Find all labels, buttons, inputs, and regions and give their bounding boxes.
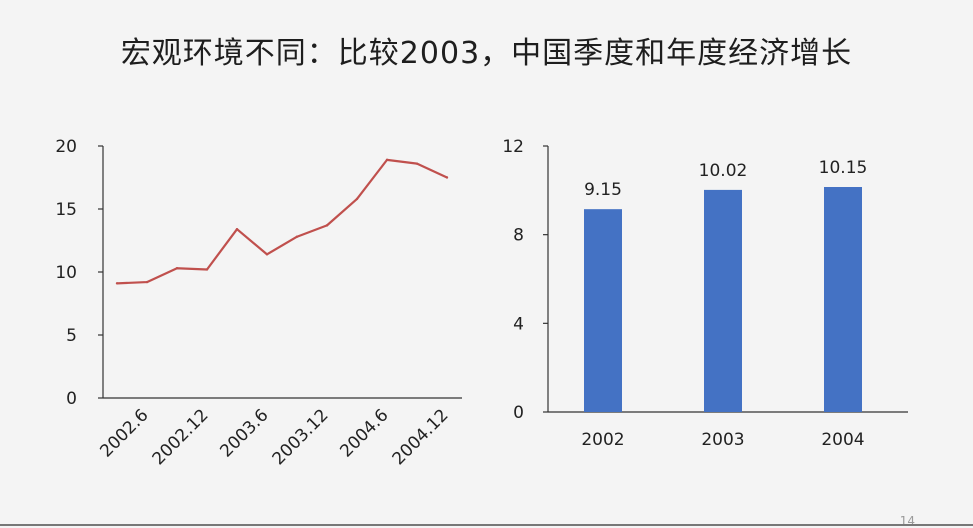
line-x-tick-label: 2003.6 (216, 405, 272, 461)
bar-data-label: 9.15 (584, 180, 622, 200)
bottom-divider (0, 524, 973, 526)
line-point (265, 253, 269, 256)
line-y-tick-label: 20 (55, 137, 77, 157)
line-point (235, 227, 239, 231)
bar-data-label: 10.02 (699, 161, 748, 181)
bar-category-label: 2004 (821, 430, 864, 450)
bar-category-label: 2003 (701, 430, 744, 450)
line-point (205, 268, 209, 271)
line-point (295, 235, 299, 238)
bar-y-tick-label: 0 (513, 403, 524, 423)
bar-y-tick-label: 8 (513, 226, 524, 246)
line-y-tick-label: 5 (66, 326, 77, 346)
line-x-tick-label: 2002.12 (149, 405, 213, 469)
bar-chart: 0 4 8 12 9.15 2002 10.02 2003 10.15 2004 (502, 137, 908, 450)
bar-category-label: 2002 (581, 430, 624, 450)
bar-y-tick-label: 12 (502, 137, 524, 157)
line-point (325, 224, 329, 227)
line-point (385, 158, 389, 162)
bar (584, 209, 622, 412)
line-y-tick-label: 10 (55, 263, 77, 283)
line-y-tick-label: 15 (55, 200, 77, 220)
line-x-tick-label: 2002.6 (96, 405, 152, 461)
line-series (116, 158, 448, 285)
line-point (415, 162, 419, 165)
line-point (355, 197, 359, 201)
line-point (115, 282, 119, 285)
line-point (445, 176, 449, 179)
bar-y-tick-label: 4 (513, 314, 524, 334)
line-x-tick-label: 2004.12 (389, 405, 453, 469)
slide-title: 宏观环境不同：比较2003，中国季度和年度经济增长 (120, 36, 853, 71)
line-point (175, 267, 179, 270)
bar-data-label: 10.15 (819, 158, 868, 178)
line-x-tick-label: 2004.6 (336, 405, 392, 461)
bar (824, 187, 862, 412)
line-y-tick-label: 0 (66, 389, 77, 409)
line-point (145, 280, 149, 284)
line-x-tick-label: 2003.12 (269, 405, 333, 469)
bar (704, 189, 742, 412)
